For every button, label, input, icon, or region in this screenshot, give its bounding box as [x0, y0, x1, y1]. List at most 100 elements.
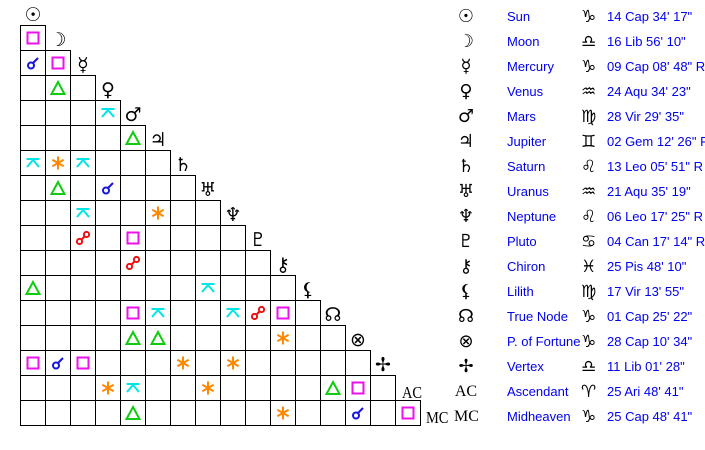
planet-position[interactable]: 24 Aqu 34' 23" — [607, 84, 691, 99]
aspect-sextile-icon — [101, 381, 115, 395]
p-of-fortune-icon: ⊗ — [350, 329, 366, 351]
planet-position[interactable]: 11 Lib 01' 28" — [607, 359, 685, 374]
planet-position[interactable]: 01 Cap 25' 22" — [607, 309, 693, 324]
planet-name-link[interactable]: Midheaven — [507, 409, 571, 424]
planet-name-link[interactable]: Jupiter — [507, 134, 547, 149]
zodiac-sign-icon: ♌ — [581, 157, 597, 177]
grid-cell-lilith-saturn — [170, 275, 196, 301]
planet-name-link[interactable]: Venus — [507, 84, 544, 99]
planet-name-link[interactable]: Uranus — [507, 184, 549, 199]
saturn-icon: ♄ — [457, 156, 475, 177]
grid-cell-neptune-venus — [95, 200, 121, 226]
planet-position[interactable]: 17 Vir 13' 55" — [607, 284, 684, 299]
aspect-sextile-icon — [176, 356, 190, 370]
planet-name-link[interactable]: Neptune — [507, 209, 557, 224]
grid-cell-jupiter-mars — [120, 125, 146, 151]
pluto-icon: ♇ — [457, 231, 475, 252]
planet-position-list: ☉ Sun ♑ 14 Cap 34' 17" ☽ Moon ♎ 16 Lib 56' 10" ☿… — [450, 0, 705, 450]
grid-cell-uranus-jupiter — [145, 175, 171, 201]
planet-row-moon: ☽ Moon ♎ 16 Lib 56' 10" — [450, 32, 705, 57]
planet-position[interactable]: 25 Pis 48' 10" — [607, 259, 687, 274]
zodiac-sign-icon: ♑ — [581, 7, 597, 27]
venus-icon: ♀ — [459, 81, 473, 102]
uranus-icon: ♅ — [457, 181, 475, 202]
grid-cell-p-of-fortune-true-node — [320, 325, 346, 351]
planet-name-link[interactable]: Saturn — [507, 159, 546, 174]
planet-position[interactable]: 09 Cap 08' 48" R — [607, 59, 705, 74]
grid-cell-chiron-mercury — [70, 250, 96, 276]
planet-row-saturn: ♄ Saturn ♌ 13 Leo 05' 51" R — [450, 157, 705, 182]
planet-name-link[interactable]: P. of Fortune — [507, 334, 581, 349]
planet-name-link[interactable]: Moon — [507, 34, 540, 49]
grid-cell-p-of-fortune-lilith — [295, 325, 321, 351]
planet-position[interactable]: 21 Aqu 35' 19" — [607, 184, 691, 199]
grid-cell-lilith-jupiter — [145, 275, 171, 301]
planet-position[interactable]: 25 Cap 48' 41" — [607, 409, 693, 424]
grid-cell-p-of-fortune-uranus — [195, 325, 221, 351]
grid-cell-lilith-sun — [20, 275, 46, 301]
zodiac-sign-icon: ♊ — [581, 132, 597, 152]
zodiac-sign-icon: ♌ — [581, 207, 597, 227]
uranus-icon: ♅ — [199, 179, 217, 201]
aspect-sextile-icon — [276, 331, 290, 345]
planet-name-link[interactable]: Pluto — [507, 234, 537, 249]
planet-row-uranus: ♅ Uranus ♒ 21 Aqu 35' 19" — [450, 182, 705, 207]
aspect-sextile-icon — [276, 406, 290, 420]
planet-name-link[interactable]: Sun — [507, 9, 531, 24]
planet-name-link[interactable]: Lilith — [507, 284, 534, 299]
grid-cell-lilith-venus — [95, 275, 121, 301]
planet-name-link[interactable]: Chiron — [507, 259, 546, 274]
planet-position[interactable]: 25 Ari 48' 41" — [607, 384, 684, 399]
planet-position[interactable]: 28 Vir 29' 35" — [607, 109, 684, 124]
grid-cell-true-node-saturn — [170, 300, 196, 326]
grid-cell-neptune-mars — [120, 200, 146, 226]
planet-position[interactable]: 28 Cap 10' 34" — [607, 334, 693, 349]
aspect-trine-icon — [124, 329, 142, 345]
aspect-conjunction-icon — [52, 357, 64, 370]
grid-cell-neptune-saturn — [170, 200, 196, 226]
planet-name-link[interactable]: True Node — [507, 309, 568, 324]
grid-cell-jupiter-venus — [95, 125, 121, 151]
planet-position[interactable]: 04 Can 17' 14" R — [607, 234, 705, 249]
grid-cell-neptune-uranus — [195, 200, 221, 226]
aspect-sextile-icon — [151, 206, 165, 220]
grid-cell-pluto-sun — [20, 225, 46, 251]
grid-cell-neptune-sun — [20, 200, 46, 226]
planet-name-link[interactable]: Vertex — [507, 359, 544, 374]
grid-cell-midheaven-pluto — [245, 400, 271, 426]
aspect-square-icon — [26, 356, 40, 370]
ascendant-icon: AC — [454, 383, 478, 400]
zodiac-sign-icon: ♈ — [581, 382, 597, 402]
chiron-icon: ⚷ — [459, 256, 473, 277]
aspect-conjunction-icon — [102, 182, 114, 195]
ascendant-icon: AC — [401, 383, 423, 402]
zodiac-sign-icon: ♎ — [581, 357, 597, 377]
planet-position[interactable]: 06 Leo 17' 25" R — [607, 209, 704, 224]
planet-name-link[interactable]: Mars — [507, 109, 536, 124]
grid-cell-ascendant-chiron — [270, 375, 296, 401]
grid-cell-pluto-mars — [120, 225, 146, 251]
aspect-trine-icon — [124, 129, 142, 145]
planet-row-vertex: ✢ Vertex ♎ 11 Lib 01' 28" — [450, 357, 705, 382]
grid-cell-venus-mercury — [70, 75, 96, 101]
planet-name-link[interactable]: Ascendant — [507, 384, 569, 399]
sun-icon: ☉ — [457, 6, 475, 27]
grid-cell-vertex-sun — [20, 350, 46, 376]
grid-cell-pluto-venus — [95, 225, 121, 251]
grid-cell-true-node-jupiter — [145, 300, 171, 326]
planet-position[interactable]: 02 Gem 12' 26" R — [607, 134, 705, 149]
planet-position[interactable]: 14 Cap 34' 17" — [607, 9, 693, 24]
planet-position[interactable]: 13 Leo 05' 51" R — [607, 159, 704, 174]
grid-cell-true-node-lilith — [295, 300, 321, 326]
planet-name-link[interactable]: Mercury — [507, 59, 554, 74]
grid-cell-ascendant-sun — [20, 375, 46, 401]
grid-cell-saturn-sun — [20, 150, 46, 176]
grid-cell-chiron-neptune — [220, 250, 246, 276]
grid-cell-p-of-fortune-mars — [120, 325, 146, 351]
grid-cell-chiron-pluto — [245, 250, 271, 276]
grid-cell-jupiter-mercury — [70, 125, 96, 151]
grid-cell-ascendant-true-node — [320, 375, 346, 401]
grid-cell-pluto-saturn — [170, 225, 196, 251]
grid-cell-p-of-fortune-sun — [20, 325, 46, 351]
planet-position[interactable]: 16 Lib 56' 10" — [607, 34, 686, 49]
